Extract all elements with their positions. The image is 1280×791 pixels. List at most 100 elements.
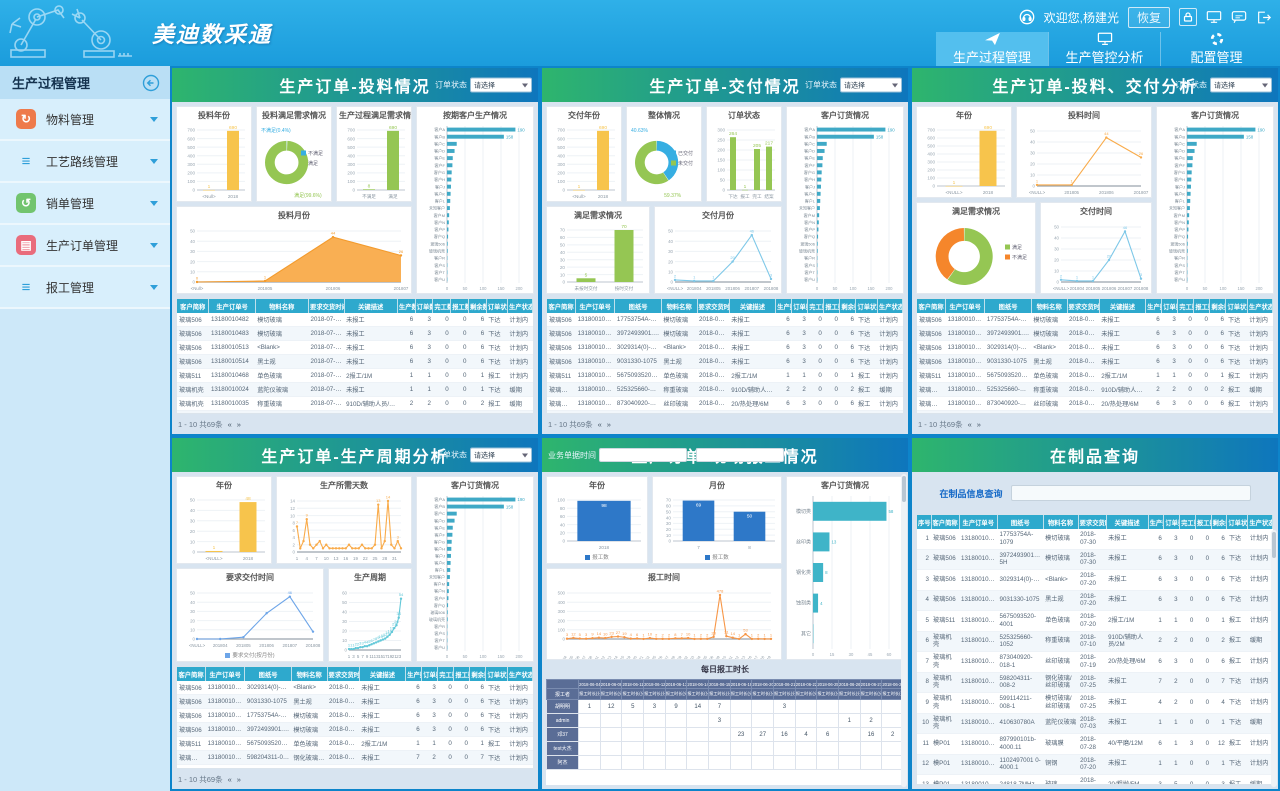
table-row[interactable]: 12 模P01 13180010256 1102497001 0-4000.1 铜钢 20… [917, 754, 1273, 775]
table-row[interactable]: 玻璃506 13180010514 9031330-1075 黑土规 2018-07-2… [177, 694, 533, 709]
table-row[interactable]: 玻璃506 13180010513 3029314(0)-1074 <Blank> 20… [547, 340, 903, 355]
table-row[interactable]: 玻璃506 13180010482 17753754A-1079 模切玻璃 2018-0… [547, 313, 903, 327]
order-status-select[interactable]: 请选择 [1210, 77, 1272, 93]
order-status-select[interactable]: 请选择 [470, 77, 532, 93]
svg-text:2: 2 [655, 632, 658, 637]
order-status-select[interactable]: 请选择 [470, 447, 532, 463]
svg-text:客户B: 客户B [804, 133, 815, 139]
table-row[interactable]: 玻璃506 13180010513 3029314(0)-1074 <Blank> 20… [917, 340, 1273, 355]
table-row[interactable]: 9 玻璃机壳 13180010617 599114211-008-1 模切玻璃/丝印玻璃… [917, 692, 1273, 714]
tab-production-process[interactable]: 生产过程管理 [936, 32, 1048, 66]
table-row[interactable]: 玻璃机壳13180010024410630780A蓝陀仪玻璃2018-07-03… [177, 764, 533, 768]
table-row[interactable]: 玻璃506 13180010513 3029314(0)-1074 <Blank> 20… [177, 681, 533, 695]
wip-search-input[interactable] [1010, 485, 1251, 501]
table-row[interactable]: 玻璃506131800104833972493901.5-5H模切玻璃2018-… [547, 326, 903, 341]
logout-icon[interactable] [1256, 10, 1272, 25]
table-row[interactable]: 玻璃机壳 13180010510 873040920-018-1 丝印玻璃 2018-0… [547, 396, 903, 411]
table-row[interactable]: 玻璃506 13180010482 模切玻璃 2018-07-30 未报工 6 3 0 0 6 下达… [177, 313, 533, 327]
sidebar-item-sales-order[interactable]: ↺ 销单管理 [0, 183, 170, 225]
svg-text:201804: 201804 [687, 286, 702, 291]
table-row[interactable]: 玻璃506 13180010482 17753754A-1079 模切玻璃 2018-0… [177, 708, 533, 723]
collapse-sidebar-icon[interactable] [142, 74, 160, 92]
table-row[interactable]: 玻璃机壳13180010510丝印玻璃2018-07-1920/热处理/6M63… [177, 410, 533, 413]
date-to-input[interactable] [696, 448, 784, 462]
table-row[interactable]: 玻璃机壳 13180010024 蓝陀仪玻璃 2018-07-03 未报工 1 1 0 0 1 下达… [177, 382, 533, 397]
svg-text:100: 100 [850, 286, 858, 291]
table-row[interactable]: 13模P011318001025624818.7MHz玻璃2018-07-052… [917, 774, 1273, 784]
lock-button[interactable] [1179, 8, 1197, 26]
svg-text:客户S: 客户S [434, 630, 445, 636]
sidebar-item-material[interactable]: ↻ 物料管理 [0, 99, 170, 141]
column-header: 要求交货时间 [308, 299, 345, 313]
order-status-select[interactable]: 请选择 [840, 77, 902, 93]
date-from-input[interactable] [599, 448, 687, 462]
table-row[interactable]: 6 玻璃机壳 13180010035 525325660-1052 称重玻璃 2018-0… [917, 631, 1273, 652]
table-row[interactable]: 玻璃机壳13180010616598204311-008-2钢化玻璃/丝印玻璃2… [177, 750, 533, 765]
table-row[interactable]: 玻璃机壳 13180010035 525325660-1052 称重玻璃 2018-07… [917, 382, 1273, 397]
table-row[interactable]: 3 玻璃506 13180010513 3029314(0)-1074 <Blank> 2… [917, 569, 1273, 591]
table-row[interactable]: 玻璃506131800104833972493901.5-5H模切玻璃2018-… [177, 722, 533, 737]
svg-text:0: 0 [1057, 280, 1060, 285]
restore-button[interactable]: 恢复 [1127, 6, 1170, 28]
svg-text:46: 46 [1123, 225, 1128, 230]
sidebar-item-routing[interactable]: ≡ 工艺路线管理 [0, 141, 170, 183]
svg-text:100: 100 [557, 179, 565, 184]
table-row[interactable]: 4 玻璃506 13180010514 9031330-1075 黑土规 2018-07-… [917, 590, 1273, 611]
scrollbar[interactable] [901, 474, 907, 787]
svg-text:150: 150 [1238, 286, 1246, 291]
next-page-button[interactable]: » [606, 420, 611, 429]
table-row[interactable]: 玻璃机壳 13180010035 称重玻璃 2018-07-10 910D/辅助人员/2… [177, 396, 533, 411]
svg-text:1: 1 [350, 643, 353, 648]
table-row[interactable]: 玻璃机壳13180010616598204311-008-2钢化玻璃/丝印玻璃2… [917, 410, 1273, 413]
svg-text:0: 0 [196, 276, 199, 281]
table-row[interactable]: 玻璃机壳 13180010510 873040920-018-1 丝印玻璃 2018-0… [917, 396, 1273, 411]
tab-config-management[interactable]: 配置管理 [1160, 32, 1272, 66]
table-row[interactable]: 玻璃511131800104685675093520-4001单色玻璃2018-… [547, 368, 903, 383]
matrix-title: 每日报工时长 [701, 665, 749, 674]
table-row[interactable]: 玻璃机壳 13180010035 525325660-1052 称重玻璃 2018-07… [547, 382, 903, 397]
scrollbar[interactable] [1271, 530, 1277, 787]
sidebar-item-production-order[interactable]: ▤ 生产订单管理 [0, 225, 170, 267]
tab-production-analysis[interactable]: 生产管控分析 [1048, 32, 1160, 66]
chat-icon[interactable] [1231, 10, 1247, 24]
chart-customer-orders-hbar: 客户订货情况 0 50 100 150 200 客户A 190 客户B 158 客户C 客户D 客户E 客… [786, 106, 904, 294]
next-page-button[interactable]: » [236, 775, 241, 784]
table-row[interactable]: 玻璃506 13180010514 9031330-1075 黑土规 2018-07-2… [547, 354, 903, 369]
svg-text:客户C: 客户C [1174, 140, 1185, 146]
table-row[interactable]: 玻璃506 13180010514 黑土规 2018-07-20 未报工 6 3 0 0 6 下达计… [177, 354, 533, 369]
svg-text:690: 690 [599, 125, 607, 131]
prev-page-button[interactable]: « [597, 420, 602, 429]
table-row[interactable]: 玻璃506 13180010483 模切玻璃 2018-07-30 未报工 6 3 0 0 6 下达… [177, 326, 533, 341]
table-row[interactable]: 10 玻璃机壳 13180010024 410630780A 蓝陀仪玻璃 2018-07-… [917, 713, 1273, 734]
table-row[interactable]: 7 玻璃机壳 13180010510 873040920-018-1 丝印玻璃 2018-… [917, 651, 1273, 673]
table-row[interactable]: 玻璃机壳13180010616598204311-008-2钢化玻璃/丝印玻璃2… [547, 410, 903, 413]
table-row[interactable]: 玻璃506 13180010514 9031330-1075 黑土规 2018-07-2… [917, 354, 1273, 369]
next-page-button[interactable]: » [976, 420, 981, 429]
svg-text:80: 80 [560, 506, 566, 511]
headset-icon[interactable] [1019, 9, 1035, 25]
table-row[interactable]: 11 模P01 13180010403 897990101b-4000.11 玻璃膜 20… [917, 733, 1273, 755]
panel-header: 业务单据时间 - 生产订单-现场报工情况 [542, 438, 908, 472]
svg-text:100: 100 [717, 168, 725, 173]
svg-text:其它: 其它 [801, 630, 811, 637]
table-row[interactable]: 玻璃511131800104685675093520-4001单色玻璃2018-… [917, 368, 1273, 383]
table-row[interactable]: 玻璃506131800104833972493901.5-5H模切玻璃2018-… [917, 326, 1273, 341]
prev-page-button[interactable]: « [967, 420, 972, 429]
table-row[interactable]: 2 玻璃506 13180010483 3972493901.5-5H 模切玻璃 2018… [917, 549, 1273, 570]
table-row[interactable]: 8 玻璃机壳 13180010616 598204311-008-2 钢化玻璃/丝印玻璃… [917, 672, 1273, 693]
svg-text:201808: 201808 [764, 286, 779, 291]
table-row[interactable]: 5 玻璃511 13180010468 5675093520-4001 单色玻璃 2018… [917, 610, 1273, 632]
table-row[interactable]: 玻璃511 13180010468 单色玻璃 2018-07-20 2报工/1M 1 1 0 0… [177, 368, 533, 383]
prev-page-button[interactable]: « [227, 775, 232, 784]
table-row[interactable]: 玻璃506 13180010513 <Blank> 2018-07-20 未报工 6 3 0 0… [177, 340, 533, 355]
prev-page-button[interactable]: « [227, 420, 232, 429]
monitor-icon[interactable] [1206, 10, 1222, 24]
svg-text:23: 23 [711, 630, 716, 635]
svg-text:200: 200 [516, 654, 524, 659]
sidebar-item-work-report[interactable]: ≡ 报工管理 [0, 267, 170, 309]
table-row[interactable]: 玻璃506 13180010482 17753754A-1079 模切玻璃 2018-0… [917, 313, 1273, 327]
table-row[interactable]: 1 玻璃506 13180010482 17753754A-1079 模切玻璃 2018-… [917, 529, 1273, 550]
svg-text:14: 14 [731, 631, 736, 636]
next-page-button[interactable]: » [236, 420, 241, 429]
table-row[interactable]: 玻璃511131800104685675093520-4001单色玻璃2018-… [177, 736, 533, 751]
